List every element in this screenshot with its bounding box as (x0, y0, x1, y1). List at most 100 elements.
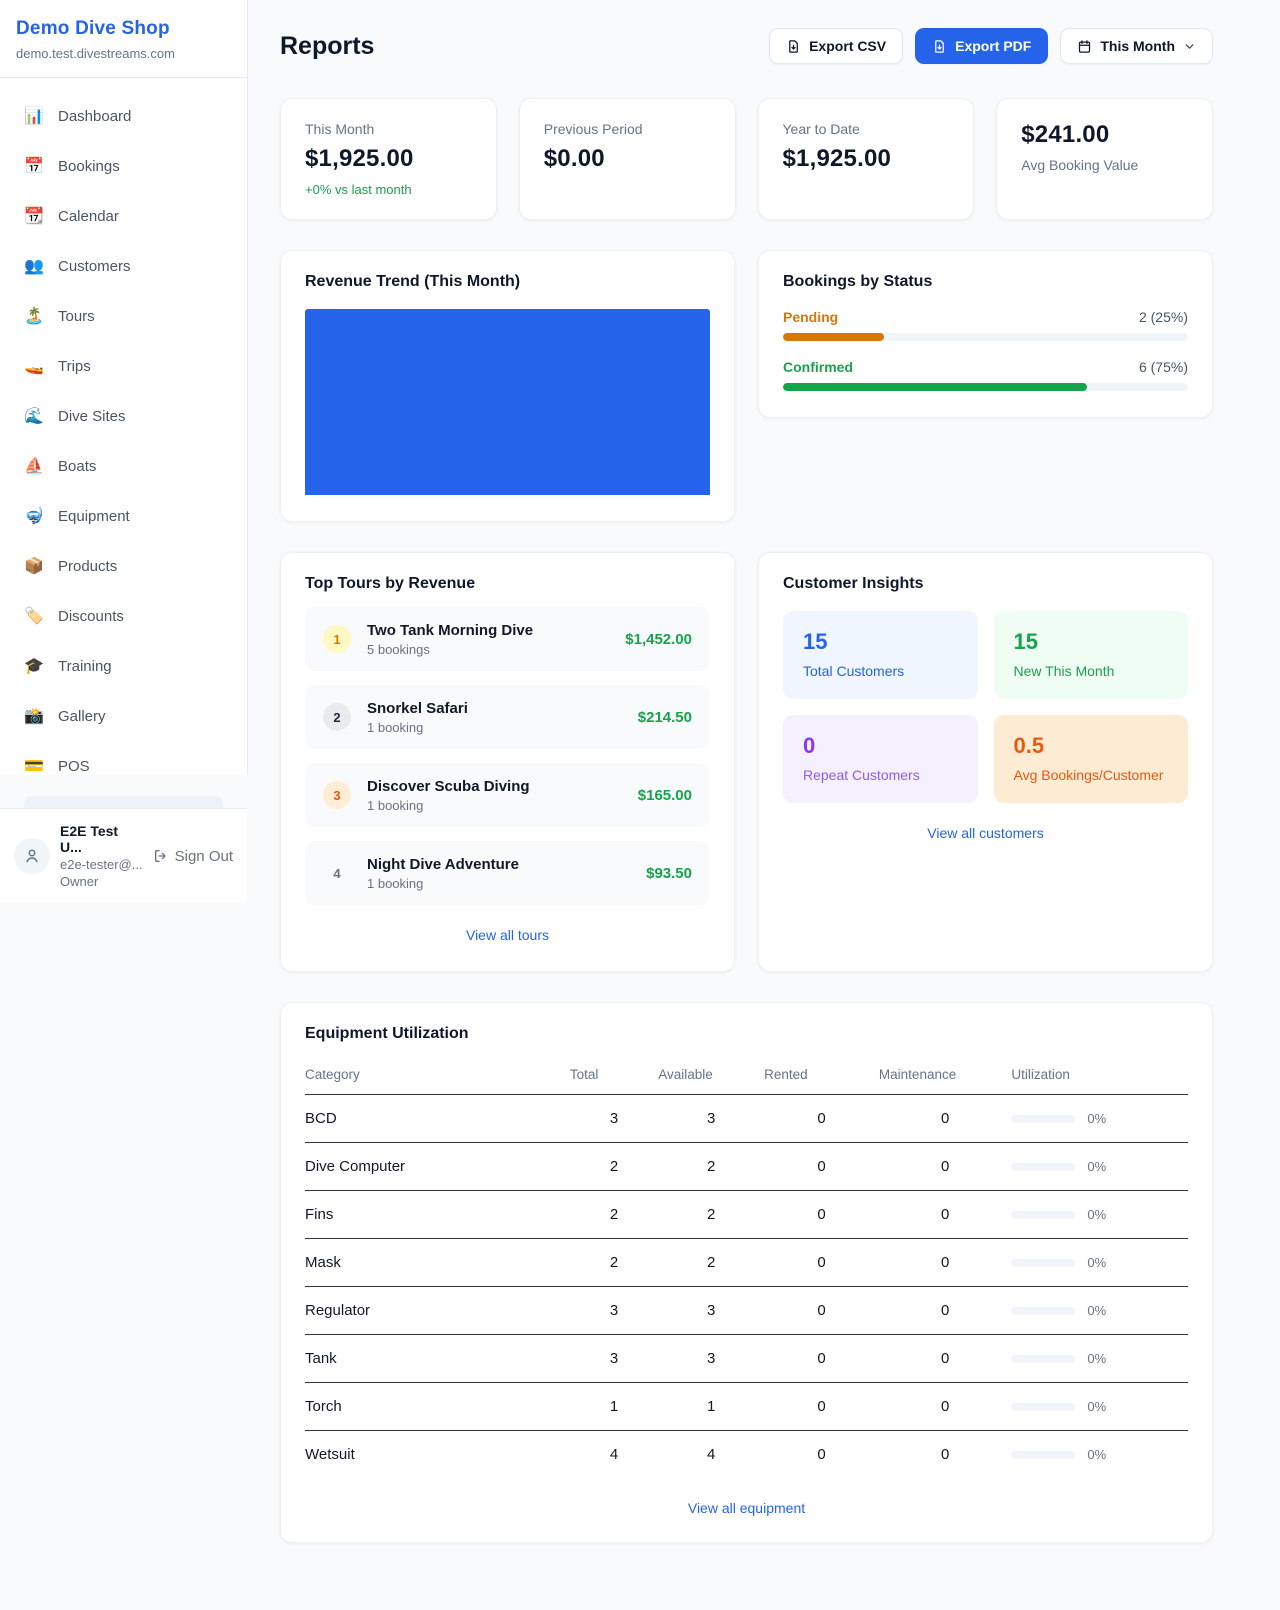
cell-rented: 0 (764, 1238, 879, 1287)
stat-label: This Month (305, 121, 375, 137)
cell-total: 2 (569, 1238, 659, 1287)
stat-value: $0.00 (543, 145, 605, 172)
chevron-down-icon (1185, 43, 1194, 49)
period-select[interactable]: This Month (1060, 28, 1213, 64)
status-label: Confirmed (783, 359, 853, 375)
sidebar-item-label: Calendar (58, 207, 119, 225)
user-panel: E2E Test U... e2e-tester@... Owner Sign … (0, 808, 247, 903)
user-meta: E2E Test U... e2e-tester@... Owner (60, 823, 143, 889)
cell-rented: 0 (764, 1094, 879, 1143)
sidebar-item-gallery[interactable]: 📸 Gallery (12, 696, 235, 736)
cell-available: 4 (706, 1446, 716, 1463)
cell-available: 2 (658, 1190, 765, 1239)
sidebar-item-label: Discounts (58, 607, 124, 625)
utilization-pct: 0% (1087, 1111, 1107, 1126)
sidebar-item-label: Products (58, 557, 118, 575)
bookings-by-status-title: Bookings by Status (783, 273, 933, 290)
page-header: Reports Export CSV Export PDF (280, 28, 1213, 64)
sidebar-item-customers[interactable]: 👥 Customers (12, 246, 235, 286)
tour-bookings: 1 booking (367, 719, 424, 735)
tile-label: New This Month (1013, 663, 1115, 679)
sign-out-button[interactable]: Sign Out (153, 848, 233, 865)
export-pdf-button[interactable]: Export PDF (915, 28, 1049, 64)
view-all-customers-link[interactable]: View all customers (927, 825, 1044, 841)
sidebar-item-trips[interactable]: 🚤 Trips (12, 346, 235, 386)
sidebar-item-discounts[interactable]: 🏷️ Discounts (12, 596, 235, 636)
sidebar-item-products[interactable]: 📦 Products (12, 546, 235, 586)
sidebar-item-label: Boats (58, 457, 97, 475)
sidebar-item-calendar[interactable]: 📆 Calendar (12, 196, 235, 236)
tag-icon: 🏷️ (24, 608, 44, 625)
cell-utilization: 0% (1011, 1334, 1188, 1383)
diving-mask-icon: 🤿 (24, 508, 44, 525)
table-row: Tank 3 3 0 0 0% (305, 1334, 1188, 1383)
rank-badge: 3 (323, 781, 351, 809)
sign-out-label: Sign Out (174, 847, 233, 865)
customer-insights-title: Customer Insights (783, 575, 924, 592)
utilization-track (1011, 1258, 1076, 1267)
tour-revenue: $214.50 (637, 708, 692, 726)
stat-card-year-to-date: Year to Date $1,925.00 (757, 98, 975, 220)
cell-utilization: 0% (1011, 1238, 1188, 1287)
shop-name: Demo Dive Shop (16, 18, 170, 39)
equipment-utilization-card: Equipment Utilization Category Total Ava… (280, 1002, 1213, 1543)
person-icon (26, 849, 38, 863)
utilization-pct: 0% (1087, 1351, 1107, 1366)
cell-maintenance: 0 (878, 1334, 1012, 1383)
cell-maintenance: 0 (878, 1382, 1012, 1431)
bookings-by-status-card: Bookings by Status Pending 2 (25%) Confi… (758, 250, 1213, 418)
table-row: Wetsuit 4 4 0 0 0% (305, 1431, 1188, 1479)
tour-name: Snorkel Safari (367, 699, 468, 717)
customers-icon: 👥 (24, 258, 44, 275)
sidebar-item-tours[interactable]: 🏝️ Tours (12, 296, 235, 336)
insights-row: Top Tours by Revenue 1 Two Tank Morning … (280, 552, 1213, 972)
file-download-icon (789, 39, 798, 53)
sidebar-item-boats[interactable]: ⛵ Boats (12, 446, 235, 486)
view-all-equipment-link[interactable]: View all equipment (687, 1500, 806, 1516)
cell-total: 2 (569, 1142, 659, 1191)
utilization-track (1011, 1402, 1076, 1411)
sidebar-item-partial-highlight[interactable] (24, 796, 223, 808)
sidebar-item-label: Training (58, 657, 112, 675)
tour-revenue: $93.50 (646, 864, 692, 882)
revenue-trend-title: Revenue Trend (This Month) (305, 273, 521, 290)
export-csv-button[interactable]: Export CSV (769, 28, 904, 64)
cell-category: Regulator (305, 1286, 570, 1335)
cell-utilization: 0% (1011, 1431, 1188, 1479)
export-pdf-label: Export PDF (955, 38, 1032, 54)
sidebar-item-label: Equipment (58, 507, 130, 525)
view-all-tours-link[interactable]: View all tours (465, 927, 549, 943)
revenue-trend-chart (305, 309, 710, 495)
cell-rented: 0 (764, 1382, 879, 1431)
cell-utilization: 0% (1011, 1094, 1188, 1143)
stat-card-this-month: This Month $1,925.00 +0% vs last month (280, 98, 497, 220)
sidebar-item-label: Dive Sites (58, 407, 126, 425)
sidebar-item-training[interactable]: 🎓 Training (12, 646, 235, 686)
sidebar-item-dashboard[interactable]: 📊 Dashboard (12, 96, 235, 136)
calendar-icon (1079, 39, 1091, 53)
cell-maintenance: 0 (940, 1446, 950, 1463)
cell-rented: 0 (764, 1190, 879, 1239)
utilization-pct: 0% (1087, 1303, 1107, 1318)
shop-header: Demo Dive Shop demo.test.divestreams.com (0, 0, 247, 78)
col-rented: Rented (764, 1059, 879, 1095)
cell-available: 1 (658, 1382, 765, 1431)
graduation-cap-icon: 🎓 (24, 658, 44, 675)
cell-total: 3 (569, 1094, 659, 1143)
utilization-pct: 0% (1087, 1255, 1107, 1270)
sidebar-item-dive-sites[interactable]: 🌊 Dive Sites (12, 396, 235, 436)
sidebar-item-equipment[interactable]: 🤿 Equipment (12, 496, 235, 536)
cell-category: Fins (305, 1190, 570, 1239)
progress-track (783, 333, 1188, 341)
user-email: e2e-tester@... (60, 857, 143, 872)
sidebar-item-bookings[interactable]: 📅 Bookings (12, 146, 235, 186)
revenue-bar (305, 309, 710, 495)
status-row-confirmed: Confirmed 6 (75%) (783, 359, 1188, 391)
table-row: BCD 3 3 0 0 0% (305, 1094, 1188, 1143)
sidebar-item-pos[interactable]: 💳 POS (12, 746, 235, 786)
tile-label: Repeat Customers (803, 767, 920, 783)
sailboat-icon: ⛵ (24, 458, 44, 475)
cell-total: 3 (569, 1334, 659, 1383)
shop-domain: demo.test.divestreams.com (16, 46, 175, 61)
tour-revenue: $1,452.00 (625, 630, 692, 648)
